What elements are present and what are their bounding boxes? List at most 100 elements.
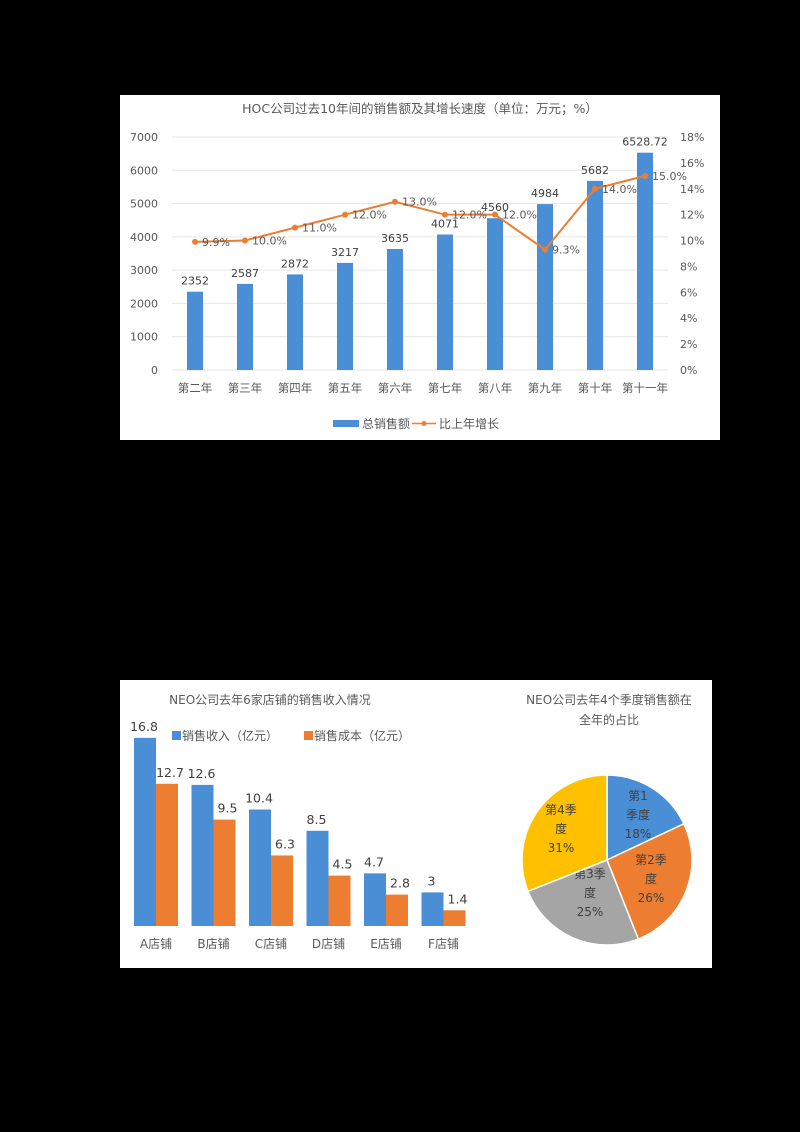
right-tick-label: 0%: [680, 364, 697, 377]
sales-bar: [387, 249, 403, 370]
growth-value: 14.0%: [602, 183, 637, 196]
cost-bar: [156, 783, 178, 926]
store-chart-title: NEO公司去年6家店铺的销售收入情况: [169, 692, 371, 707]
revenue-value: 8.5: [307, 812, 327, 827]
growth-marker-icon: [192, 238, 198, 245]
store-legend: 销售收入（亿元） 销售成本（亿元）: [172, 728, 410, 743]
right-tick-label: 16%: [680, 157, 704, 170]
neo-charts: NEO公司去年6家店铺的销售收入情况 销售收入（亿元） 销售成本（亿元） 16.…: [130, 692, 693, 951]
right-axis-ticks: 0% 2% 4% 6% 8% 10% 12% 14% 16% 18%: [680, 131, 704, 377]
growth-value: 12.0%: [352, 209, 387, 222]
store-label: B店铺: [197, 937, 229, 951]
pie-slice-label: 第4季: [545, 803, 577, 817]
category-label: 第二年: [178, 381, 213, 395]
sales-bar: [537, 204, 553, 370]
pie-title-line2: 全年的占比: [579, 712, 639, 727]
sales-bar: [287, 274, 303, 370]
cost-value: 6.3: [275, 836, 295, 851]
sales-bar: [487, 218, 503, 370]
growth-value: 12.0%: [452, 209, 487, 222]
category-label: 第六年: [378, 381, 413, 395]
sales-bar-value: 3635: [381, 232, 409, 245]
right-tick-label: 12%: [680, 209, 704, 222]
pie-title-line1: NEO公司去年4个季度销售额在: [526, 692, 692, 707]
neo-charts-panel: NEO公司去年6家店铺的销售收入情况 销售收入（亿元） 销售成本（亿元） 16.…: [120, 680, 712, 968]
pie-slice-label: 31%: [548, 841, 575, 855]
cost-value: 1.4: [448, 891, 468, 906]
sales-bar-value: 5682: [581, 164, 609, 177]
pie-slice-label: 度: [645, 871, 657, 886]
revenue-bar: [306, 830, 329, 926]
growth-value: 15.0%: [652, 170, 687, 183]
legend-cost-swatch: [304, 731, 313, 740]
growth-marker-icon: [292, 224, 298, 231]
revenue-bar: [191, 784, 214, 926]
pie-slice: [606, 822, 693, 941]
cost-value: 2.8: [390, 876, 410, 891]
growth-value: 9.9%: [202, 236, 230, 249]
growth-value: 11.0%: [302, 222, 337, 235]
sales-bar: [637, 152, 653, 370]
left-tick-label: 7000: [130, 131, 158, 144]
store-label: A店铺: [140, 937, 172, 951]
legend-line-marker-icon: [421, 421, 427, 426]
legend-line-label: 比上年增长: [439, 417, 499, 431]
legend-bar-label: 总销售额: [362, 416, 410, 431]
growth-marker-icon: [542, 246, 548, 253]
sales-bars: 2352 2587 2872 3217 3635 4071 4560 4984 5682 6528…: [181, 136, 668, 370]
growth-value: 10.0%: [252, 235, 287, 248]
left-tick-label: 1000: [130, 331, 158, 344]
left-tick-label: 5000: [130, 198, 158, 211]
pie-slice-label: 第2季: [635, 853, 667, 867]
growth-marker-icon: [592, 185, 598, 192]
sales-bar-value: 4984: [531, 187, 559, 200]
sales-bar: [437, 234, 453, 370]
legend-cost-label: 销售成本（亿元）: [314, 728, 410, 743]
cost-value: 4.5: [333, 857, 353, 872]
revenue-value: 3: [428, 873, 436, 888]
chart-title: HOC公司过去10年间的销售额及其增长速度（单位：万元；%）: [242, 101, 598, 116]
pie-slice: [521, 774, 608, 893]
sales-bar-value: 2587: [231, 267, 259, 280]
category-label: 第七年: [428, 381, 463, 395]
growth-value: 13.0%: [402, 196, 437, 209]
pie-slice-label: 度: [584, 885, 596, 900]
revenue-value: 4.7: [364, 854, 384, 869]
revenue-bar: [364, 873, 386, 926]
legend-revenue-label: 销售收入（亿元）: [182, 728, 278, 743]
cost-bar: [443, 910, 466, 926]
right-tick-label: 18%: [680, 131, 704, 144]
growth-marker-icon: [642, 172, 648, 179]
right-tick-label: 8%: [680, 260, 697, 273]
growth-marker-icon: [242, 237, 248, 244]
sales-bar: [337, 262, 353, 370]
store-label: D店铺: [312, 937, 345, 951]
growth-marker-icon: [342, 211, 348, 218]
sales-bar-value: 4071: [431, 217, 459, 230]
store-label: C店铺: [255, 937, 287, 951]
category-labels: 第二年 第三年 第四年 第五年 第六年 第七年 第八年 第九年 第十年 第十一年: [178, 381, 668, 395]
revenue-value: 12.6: [188, 766, 216, 781]
legend-bar-swatch: [333, 420, 359, 427]
left-tick-label: 6000: [130, 164, 158, 177]
gridlines: [172, 136, 668, 371]
pie-slice-label: 26%: [638, 891, 665, 905]
pie-slice-label: 18%: [625, 827, 652, 841]
pie-slice: [606, 774, 685, 862]
sales-growth-chart-panel: HOC公司过去10年间的销售额及其增长速度（单位：万元；%） 0 1000 2000…: [120, 95, 720, 440]
revenue-bar: [134, 737, 156, 926]
revenue-bar: [249, 809, 271, 926]
revenue-value: 10.4: [245, 791, 273, 806]
category-label: 第三年: [228, 381, 263, 395]
sales-bar-value: 2872: [281, 257, 309, 270]
sales-growth-chart: HOC公司过去10年间的销售额及其增长速度（单位：万元；%） 0 1000 2000…: [130, 101, 704, 431]
store-label: F店铺: [428, 937, 459, 951]
pie-slice-label: 季度: [626, 807, 650, 822]
right-tick-label: 2%: [680, 338, 697, 351]
pie-slice-label: 度: [555, 821, 567, 836]
left-axis-ticks: 0 1000 2000 3000 4000 5000 6000 7000: [130, 131, 158, 377]
right-tick-label: 4%: [680, 312, 697, 325]
growth-value: 9.3%: [552, 244, 580, 257]
growth-marker-icon: [442, 211, 448, 218]
